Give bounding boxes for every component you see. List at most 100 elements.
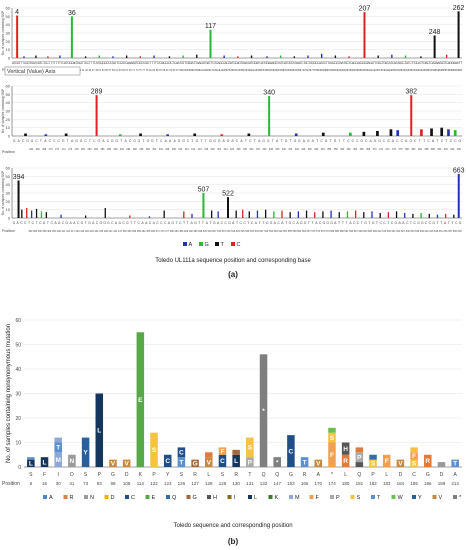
panel-b-bar-segment xyxy=(218,454,227,467)
legend-b-label: Q xyxy=(172,495,177,501)
panel-a3-xtick-label: 540 xyxy=(264,230,269,233)
panel-a3-sequence-base: C xyxy=(383,221,386,225)
panel-a3-sequence-base: T xyxy=(361,221,363,225)
panel-a1-sequence-base: G xyxy=(449,61,452,65)
panel-a1-sequence-base: C xyxy=(441,61,444,65)
panel-a3-sequence-base: T xyxy=(448,221,450,225)
panel-a1-bar xyxy=(59,55,61,58)
panel-a2-xtick-label: 338 xyxy=(269,148,274,151)
panel-b-ref-residue: R xyxy=(193,472,197,478)
panel-a1-sequence-base: A xyxy=(109,61,112,65)
panel-a1-sequence-base: G xyxy=(186,61,189,65)
panel-a3-xtick-label: 462 xyxy=(142,230,147,233)
legend-b-swatch xyxy=(371,495,375,499)
panel-a3-bar xyxy=(363,212,365,218)
panel-b-ref-residue: L xyxy=(344,472,347,478)
legend-b-label: E xyxy=(152,495,156,501)
panel-a1-sequence-base: C xyxy=(347,61,350,65)
legend-b-label: K xyxy=(275,495,279,501)
panel-a3-sequence-base: T xyxy=(262,221,264,225)
panel-a1-sequence-base: C xyxy=(118,61,121,65)
panel-b-position-number: 186 xyxy=(424,481,432,486)
panel-a1-ytick-label: 10 xyxy=(6,47,11,52)
panel-b-bar-segment xyxy=(177,457,186,467)
panel-a1-ytick-label: 30 xyxy=(6,31,11,36)
panel-a3-sequence-base: T xyxy=(312,221,314,225)
panel-a3-xtick-label: 513 xyxy=(222,230,227,233)
panel-a1-peak-bar xyxy=(209,29,212,58)
panel-a2-sequence-base: A xyxy=(276,139,279,143)
panel-a2-xtick-label: 394 xyxy=(450,148,455,151)
panel-a2-xtick-label: 350 xyxy=(308,148,313,151)
panel-a1-xtick-label: 239 xyxy=(415,69,420,72)
panel-a1-sequence-base: T xyxy=(14,61,16,65)
panel-a2-xtick-label: 294 xyxy=(126,148,131,151)
panel-a1-sequence-base: G xyxy=(266,61,269,65)
panel-a1-peak-bar xyxy=(70,16,73,58)
panel-a3-sequence-base: C xyxy=(111,221,114,225)
panel-a1-sequence-base: C xyxy=(67,61,70,65)
panel-a2-sequence-base: C xyxy=(53,139,56,143)
panel-a1-sequence-base: T xyxy=(348,61,350,65)
panel-a2-sequence-base: C xyxy=(383,139,386,143)
panel-a1-sequence-base: G xyxy=(345,61,348,65)
panel-a1-sequence-base: A xyxy=(385,61,388,65)
panel-a1-xtick-label: 109 xyxy=(196,69,201,72)
panel-a1-peak-label: 4 xyxy=(15,9,19,16)
panel-a3-sequence-base: C xyxy=(391,221,394,225)
panel-a1-sequence-base: G xyxy=(312,61,315,65)
panel-b-position-number: 109 xyxy=(123,481,131,486)
panel-a2-bar xyxy=(376,131,379,136)
legend-b-swatch xyxy=(166,495,170,499)
panel-a2-sequence-base: A xyxy=(325,139,328,143)
panel-a1-xtick-label: 151 xyxy=(266,69,271,72)
legend-b-swatch xyxy=(432,495,437,499)
legend-b-swatch xyxy=(125,495,129,499)
panel-a2-xtick-label: 326 xyxy=(230,148,235,151)
panel-a3-sequence-base: C xyxy=(156,221,159,225)
panel-b-position-number: 73 xyxy=(83,481,89,486)
panel-a1-xtick-label: 105 xyxy=(189,69,194,72)
panel-a3-sequence-base: G xyxy=(171,221,174,225)
panel-a3-xtick-label: 519 xyxy=(231,230,236,233)
panel-a2-xtick-label: 342 xyxy=(282,148,287,151)
panel-a2-sequence-base: T xyxy=(142,139,144,143)
panel-a1-xtick-label: 169 xyxy=(297,69,302,72)
panel-b-ref-residue: P xyxy=(98,472,102,478)
panel-a1-xtick-label: 157 xyxy=(276,69,281,72)
panel-a3-sequence-base: A xyxy=(43,221,46,225)
panel-a2-bar xyxy=(362,131,366,136)
panel-a2-xtick-label: 316 xyxy=(198,148,203,151)
panel-a3-sequence-base: A xyxy=(296,221,299,225)
panel-b-ytick-label: 20 xyxy=(15,416,21,422)
panel-a2-xtick-label: 368 xyxy=(366,148,371,151)
panel-b-position-number: 16 xyxy=(42,481,48,486)
panel-a3-sequence-base: C xyxy=(24,221,27,225)
panel-a1-xtick-label: 47 xyxy=(92,69,95,72)
panel-a3-sequence-base: C xyxy=(455,221,458,225)
panel-a2-ytick-label: 40 xyxy=(6,100,11,105)
panel-a1-sequence-base: G xyxy=(442,61,445,65)
panel-a1-bar xyxy=(196,54,198,58)
panel-a1-sequence-base: C xyxy=(216,61,219,65)
panel-b-bar-segment xyxy=(54,442,62,453)
panel-a1-xtick-label: 53 xyxy=(102,69,105,72)
panel-a3-bar xyxy=(84,215,87,218)
panel-b-bar-segment xyxy=(232,454,240,467)
panel-a3-sequence-base: A xyxy=(398,221,401,225)
panel-a1-sequence-base: G xyxy=(289,61,292,65)
panel-a1-sequence-base: A xyxy=(207,61,210,65)
panel-a1-sequence-base: A xyxy=(368,61,371,65)
panel-a2-xtick-label: 322 xyxy=(217,148,222,151)
panel-a3-xtick-label: 438 xyxy=(104,230,109,233)
panel-a1-sequence-base: T xyxy=(29,61,31,65)
panel-a1-xtick-label: 79 xyxy=(146,69,149,72)
panel-a2-bar xyxy=(453,130,457,136)
panel-a2-sequence-base: G xyxy=(209,139,212,143)
panel-a2-sequence-base: T xyxy=(330,139,332,143)
panel-a2-bar xyxy=(64,133,68,136)
panel-a1-xtick-label: 261 xyxy=(452,69,457,72)
panel-a1-sequence-base: C xyxy=(282,61,285,65)
panel-a1-xtick-label: 165 xyxy=(290,69,295,72)
panel-a1-sequence-base: C xyxy=(26,61,29,65)
